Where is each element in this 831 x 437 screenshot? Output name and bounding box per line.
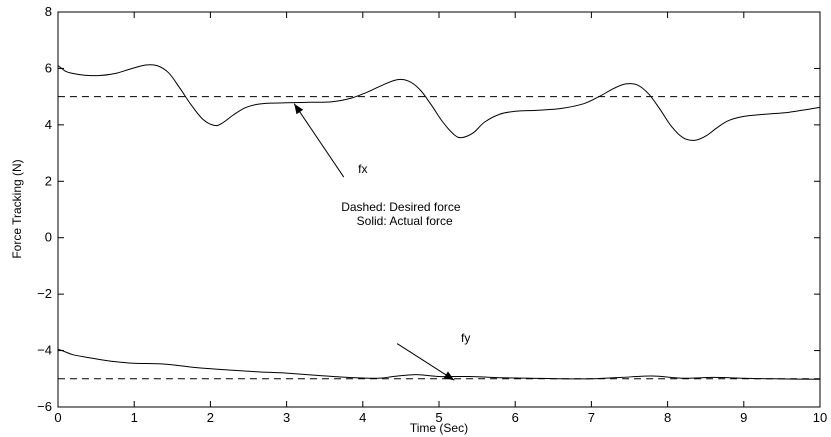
x-tick-label: 7 bbox=[588, 410, 595, 425]
x-tick-label: 8 bbox=[664, 410, 671, 425]
annotation-text: Dashed: Desired force bbox=[341, 200, 461, 214]
annotation-arrow bbox=[293, 103, 345, 178]
arrowhead bbox=[294, 103, 304, 115]
arrowhead bbox=[443, 371, 455, 381]
annotation-text: Solid: Actual force bbox=[357, 214, 453, 228]
y-tick-label: 6 bbox=[45, 60, 52, 75]
y-tick-label: 8 bbox=[45, 4, 52, 19]
x-tick-label: 2 bbox=[207, 410, 214, 425]
x-axis-label: Time (Sec) bbox=[410, 421, 468, 435]
x-tick-label: 9 bbox=[740, 410, 747, 425]
series-actual-fy-line bbox=[57, 348, 821, 380]
y-tick-label: 4 bbox=[45, 117, 52, 132]
series-group bbox=[57, 64, 821, 380]
y-tick-label: −2 bbox=[37, 286, 52, 301]
x-tick-label: 10 bbox=[813, 410, 827, 425]
arrows bbox=[293, 103, 455, 381]
x-tick-label: 3 bbox=[283, 410, 290, 425]
y-tick-label: −6 bbox=[37, 399, 52, 414]
x-tick-label: 4 bbox=[359, 410, 366, 425]
annotation-text: fx bbox=[358, 162, 367, 176]
x-tick-label: 0 bbox=[54, 410, 61, 425]
annotation-text: fy bbox=[461, 331, 470, 345]
x-tick-label: 6 bbox=[512, 410, 519, 425]
y-axis-label: Force Tracking (N) bbox=[10, 159, 24, 258]
x-tick-label: 5 bbox=[435, 410, 442, 425]
ticks: 0 1 2 3 4 5 6 7 8 9 10 −6 −4 −2 0 2 4 6 8 bbox=[37, 4, 827, 425]
annotation-arrow bbox=[396, 343, 455, 381]
y-tick-label: 0 bbox=[45, 230, 52, 245]
y-tick-label: −4 bbox=[37, 343, 52, 358]
x-tick-label: 1 bbox=[131, 410, 138, 425]
y-tick-label: 2 bbox=[45, 173, 52, 188]
series-actual-fx-line bbox=[57, 64, 821, 141]
